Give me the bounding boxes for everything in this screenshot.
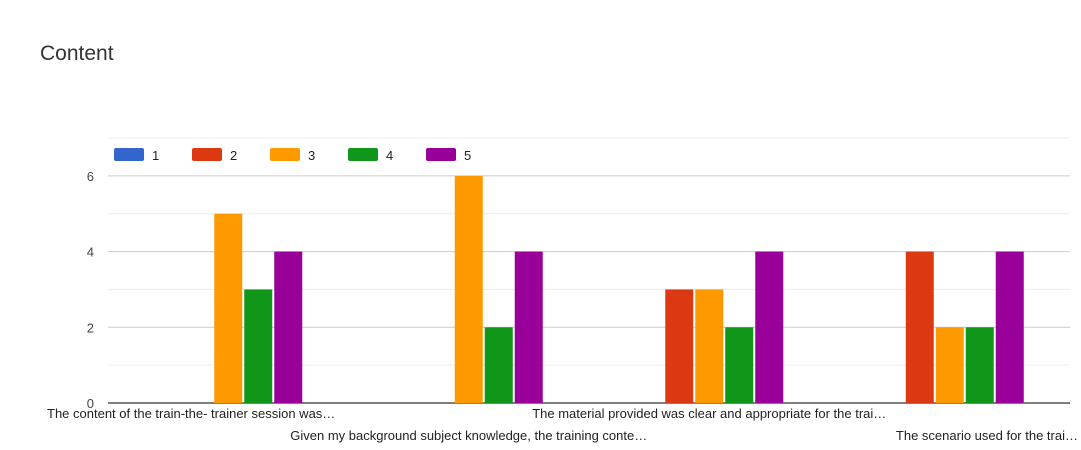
bar-series-3-cat-0 [214,213,243,403]
chart-title: Content [40,42,114,65]
bar-series-2-cat-3 [905,251,934,403]
bar-series-5-cat-3 [995,251,1024,403]
legend: 1 2 3 4 5 [114,148,471,163]
legend-swatch-4 [348,148,378,161]
legend-swatch-2 [192,148,222,161]
y-tick-label: 4 [87,245,94,260]
bars [214,175,1024,403]
x-category-label: The material provided was clear and appr… [532,406,886,421]
x-category-label: The content of the train-the- trainer se… [47,406,335,421]
legend-swatch-3 [270,148,300,161]
x-category-label: Given my background subject knowledge, t… [290,428,647,443]
bar-series-4-cat-2 [725,327,754,403]
legend-label-5: 5 [464,148,471,163]
legend-label-3: 3 [308,148,315,163]
bar-series-4-cat-0 [244,289,273,403]
bar-series-3-cat-1 [454,175,483,403]
x-axis-ticks: The content of the train-the- trainer se… [47,406,1078,443]
bar-series-3-cat-3 [935,327,964,403]
bar-series-2-cat-2 [665,289,694,403]
bar-series-5-cat-0 [274,251,303,403]
legend-label-4: 4 [386,148,393,163]
bar-series-4-cat-1 [484,327,513,403]
x-category-label: The scenario used for the trai… [896,428,1078,443]
y-tick-label: 0 [87,396,94,411]
bar-series-4-cat-3 [965,327,994,403]
y-axis-ticks: 0 2 4 6 [87,169,94,411]
legend-label-1: 1 [152,148,159,163]
y-tick-label: 6 [87,169,94,184]
legend-label-2: 2 [230,148,237,163]
bar-series-3-cat-2 [695,289,724,403]
legend-swatch-5 [426,148,456,161]
bar-series-5-cat-2 [755,251,784,403]
bar-series-5-cat-1 [514,251,543,403]
legend-swatch-1 [114,148,144,161]
y-tick-label: 2 [87,320,94,335]
